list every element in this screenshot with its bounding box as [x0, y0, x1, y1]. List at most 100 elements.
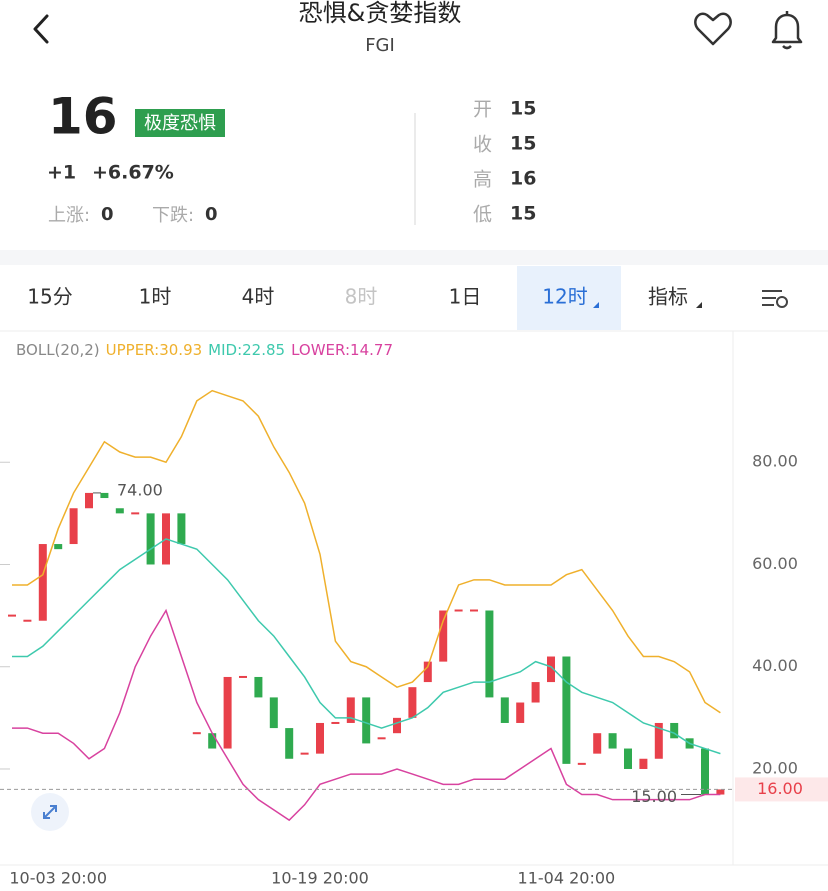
- low-label: 15.00: [631, 787, 677, 806]
- dropdown-caret: [696, 302, 702, 308]
- candle: [485, 610, 494, 698]
- ohlc-value: 15: [510, 133, 536, 155]
- candle: [439, 610, 448, 662]
- candle: [654, 722, 663, 759]
- candle: [146, 513, 155, 565]
- candle: [624, 748, 632, 769]
- candle: [239, 675, 247, 678]
- ohlc-value: 15: [510, 203, 536, 225]
- ohlc-label: 开: [473, 99, 492, 121]
- alert-button[interactable]: [771, 11, 803, 50]
- candle: [547, 656, 555, 683]
- period-tab: 8时: [345, 285, 378, 309]
- page-title: 恐惧&贪婪指数: [299, 0, 462, 27]
- index-value: 16: [48, 88, 118, 146]
- candle: [362, 697, 371, 744]
- period-tab[interactable]: 1时: [139, 285, 172, 309]
- candle: [254, 676, 263, 698]
- candle: [223, 676, 232, 749]
- x-tick-label: 11-04 20:00: [518, 869, 616, 888]
- legend-entry: LOWER:14.77: [291, 341, 393, 359]
- candle: [54, 544, 63, 550]
- legend-entry: MID:22.85: [208, 341, 285, 359]
- candle: [470, 609, 478, 612]
- y-tick-label: 60.00: [752, 554, 798, 573]
- y-tick-label: 80.00: [752, 452, 798, 471]
- candle: [577, 762, 586, 765]
- candle: [38, 544, 47, 621]
- candle: [316, 722, 324, 754]
- candle: [100, 492, 109, 499]
- x-tick-label: 10-19 20:00: [271, 869, 369, 888]
- candle: [131, 512, 140, 515]
- dropdown-caret: [593, 302, 599, 308]
- x-tick-label: 10-03 20:00: [9, 869, 107, 888]
- ohlc-label: 低: [473, 204, 492, 226]
- candle: [423, 661, 432, 683]
- candle: [377, 737, 386, 740]
- candle: [269, 697, 278, 729]
- candle: [701, 748, 709, 795]
- candle: [85, 492, 93, 509]
- candle: [670, 722, 679, 739]
- period-tab[interactable]: 15分: [27, 285, 72, 309]
- legend-entry: UPPER:30.93: [106, 341, 203, 359]
- ohlc-label: 高: [473, 169, 492, 191]
- boll-line: [12, 538, 721, 755]
- high-label: 74.00: [117, 480, 163, 499]
- candle: [177, 513, 186, 545]
- period-tab[interactable]: 指标: [648, 285, 688, 309]
- candle: [393, 717, 401, 734]
- down-count: 0: [205, 204, 218, 225]
- y-tick-label: 40.00: [752, 656, 798, 675]
- candle: [115, 508, 124, 514]
- change-pct: +6.67%: [92, 162, 174, 184]
- change: +1: [47, 162, 76, 184]
- back-button[interactable]: [33, 14, 49, 44]
- badge-bg: [135, 109, 225, 137]
- favorite-button[interactable]: [694, 12, 732, 46]
- period-tab[interactable]: 4时: [242, 285, 275, 309]
- candle: [531, 682, 540, 703]
- ohlc-label: 收: [473, 134, 492, 156]
- page-subtitle: FGI: [365, 35, 395, 56]
- last-price-box: [735, 777, 828, 802]
- period-tab[interactable]: 12时: [542, 285, 587, 309]
- candle: [192, 732, 201, 735]
- candle: [331, 721, 340, 724]
- chart-settings-button[interactable]: [762, 290, 788, 308]
- boll-line: [12, 608, 721, 822]
- boll-line: [12, 389, 721, 714]
- candle: [639, 758, 648, 769]
- active-tab-bg: [517, 266, 621, 330]
- indicator-name: BOLL(20,2): [16, 341, 100, 359]
- candle: [8, 614, 16, 617]
- separator: [0, 250, 828, 265]
- candle: [23, 619, 32, 622]
- candle: [208, 733, 217, 749]
- period-tab[interactable]: 1日: [449, 285, 482, 309]
- candle: [408, 687, 417, 718]
- indicator-legend: BOLL(20,2) UPPER:30.93 MID:22.85 LOWER:14.7…: [16, 341, 393, 359]
- sentiment-badge: 极度恐惧: [144, 113, 216, 134]
- candle: [562, 656, 571, 764]
- candle: [593, 733, 602, 754]
- candle: [516, 702, 525, 723]
- candle: [300, 752, 309, 755]
- candle: [500, 697, 509, 723]
- ohlc-value: 16: [510, 168, 536, 190]
- y-tick-label: 20.00: [752, 758, 798, 777]
- candle: [608, 733, 617, 749]
- candle: [716, 789, 725, 795]
- candle: [285, 728, 294, 759]
- ohlc-value: 15: [510, 98, 536, 120]
- candle: [69, 508, 78, 545]
- down-label: 下跌:: [152, 205, 194, 226]
- candle: [346, 697, 355, 723]
- up-label: 上涨:: [48, 205, 90, 226]
- expand-button[interactable]: [31, 793, 69, 831]
- up-count: 0: [101, 204, 114, 225]
- candle: [454, 609, 463, 612]
